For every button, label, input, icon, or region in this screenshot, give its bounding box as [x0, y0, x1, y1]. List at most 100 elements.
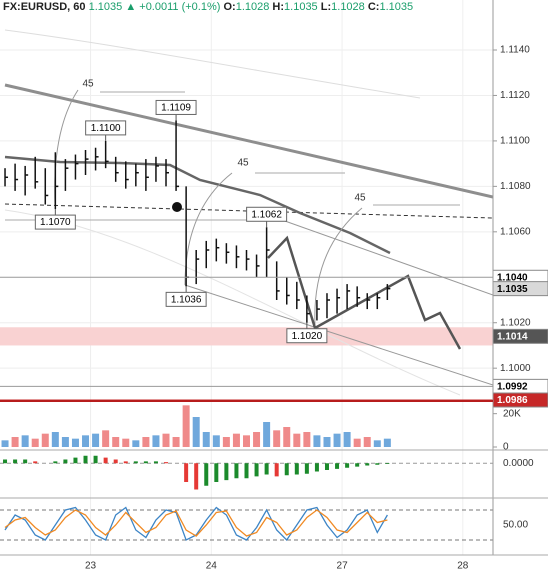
- high: 1.1035: [284, 1, 318, 13]
- macd-bar: [274, 463, 279, 477]
- wave-line: [4, 29, 421, 99]
- symbol: FX:EURUSD, 60: [3, 1, 86, 13]
- callout-box: [155, 99, 197, 115]
- volume-bar: [353, 438, 361, 447]
- volume-bar: [102, 430, 110, 447]
- macd-bar: [294, 463, 299, 475]
- callout-box: [85, 120, 127, 136]
- stoch-line: [4, 506, 388, 542]
- macd-bar: [244, 463, 249, 479]
- macd-tick-label: 0.0000: [503, 458, 534, 469]
- h-label: H:: [272, 1, 285, 13]
- volume-bar: [283, 427, 291, 447]
- o-label: O:: [223, 1, 236, 13]
- macd-bar: [254, 463, 259, 477]
- volume-bar: [82, 435, 90, 447]
- macd-bar: [365, 463, 370, 466]
- macd-bar: [33, 461, 38, 464]
- header: FX:EURUSD, 60 1.1035 ▲ +0.0011 (+0.1%) O…: [3, 1, 413, 13]
- volume-bar: [71, 438, 79, 447]
- macd-bar: [264, 463, 269, 475]
- callout-box: [165, 291, 207, 307]
- callout-box: [34, 214, 76, 230]
- volume-bar: [182, 405, 190, 447]
- volume-bar: [1, 440, 9, 447]
- macd-bar: [143, 461, 148, 464]
- macd-bar: [304, 463, 309, 474]
- volume-bar: [313, 435, 321, 447]
- fan-label: 45: [354, 193, 366, 204]
- volume-bar: [11, 437, 19, 447]
- y-tick-label: 1.1020: [500, 317, 531, 328]
- volume-bar: [132, 440, 140, 447]
- macd-bar: [63, 459, 68, 464]
- volume-bar: [192, 417, 200, 447]
- volume-bar: [31, 438, 39, 447]
- macd-bar: [314, 463, 319, 472]
- l-label: L:: [320, 1, 332, 13]
- volume-bar: [202, 432, 210, 447]
- volume-bar: [172, 437, 180, 447]
- gann-fan: [184, 172, 233, 286]
- fan-label: 45: [82, 79, 94, 90]
- volume-bar: [61, 437, 69, 447]
- callout-label: 1.1100: [91, 123, 121, 134]
- macd-bar: [224, 463, 229, 481]
- macd-bar: [103, 457, 108, 464]
- y-tick-label: 1.1060: [500, 226, 531, 237]
- callout-box: [286, 328, 328, 344]
- price-tag-label: 1.0992: [497, 382, 528, 393]
- macd-bar: [93, 455, 98, 464]
- fan-label: 45: [237, 158, 249, 169]
- volume-bar: [222, 437, 230, 447]
- arrow: ▲: [125, 1, 137, 13]
- volume-bar: [333, 433, 341, 447]
- moving-average: [4, 155, 391, 255]
- volume-bar: [363, 437, 371, 447]
- open: 1.1028: [235, 1, 270, 13]
- price-tag-label: 1.1014: [497, 332, 528, 343]
- price-tag-label: 1.1035: [497, 284, 528, 295]
- macd-bar: [284, 463, 289, 476]
- macd-bar: [345, 463, 350, 468]
- x-tick-label: 23: [85, 561, 97, 572]
- volume-tick-label: 20K: [503, 408, 521, 419]
- macd-bar: [385, 463, 390, 464]
- volume-bar: [152, 435, 160, 447]
- marker-dot: [172, 202, 182, 212]
- macd-bar: [13, 459, 18, 464]
- dashed-trend-line: [4, 203, 493, 219]
- x-tick-label: 27: [337, 561, 349, 572]
- macd-bar: [184, 463, 189, 482]
- support-zone: [0, 327, 493, 346]
- callout-label: 1.1020: [292, 331, 323, 342]
- volume-bar: [273, 430, 281, 447]
- trend-line: [4, 83, 493, 199]
- macd-bar: [23, 459, 28, 464]
- low: 1.1028: [331, 1, 365, 13]
- volume-bar: [41, 433, 49, 447]
- channel-line: [184, 284, 493, 386]
- wave-line: [4, 209, 461, 396]
- close: 1.1035: [379, 1, 414, 13]
- macd-bar: [214, 463, 219, 482]
- macd-bar: [375, 463, 380, 465]
- volume-bar: [343, 432, 351, 447]
- macd-bar: [53, 461, 58, 464]
- volume-bar: [253, 432, 261, 447]
- macd-bar: [3, 459, 8, 464]
- volume-bar: [51, 432, 59, 447]
- volume-bar: [373, 440, 381, 447]
- x-tick-label: 28: [457, 561, 469, 572]
- macd-bar: [194, 463, 199, 490]
- volume-bar: [383, 438, 391, 447]
- stoch-tick-label: 50.00: [503, 520, 528, 531]
- c-label: C:: [367, 1, 380, 13]
- volume-bar: [263, 422, 271, 447]
- volume-bar: [92, 433, 100, 447]
- macd-bar: [83, 455, 88, 464]
- callout-box: [246, 206, 288, 222]
- price-tag-label: 1.1040: [497, 272, 528, 283]
- price-tag-label: 1.0986: [497, 395, 528, 406]
